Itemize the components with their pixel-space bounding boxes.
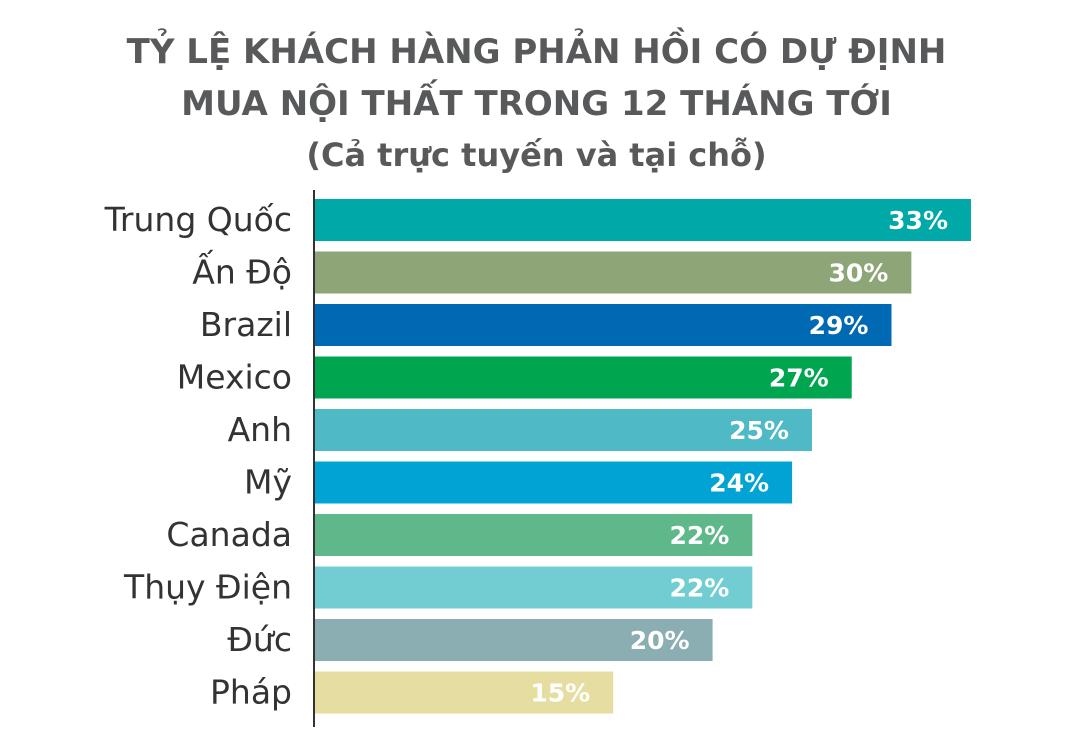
bar-0 [315, 199, 971, 241]
category-label-9: Pháp [210, 673, 292, 712]
bar-2 [315, 304, 892, 346]
value-label-3: 27% [769, 364, 829, 393]
value-label-0: 33% [888, 206, 948, 235]
category-label-5: Mỹ [244, 463, 292, 502]
category-label-7: Thụy Điện [123, 568, 292, 607]
category-label-2: Brazil [200, 305, 292, 344]
category-label-6: Canada [166, 515, 292, 554]
chart-title-line-2: MUA NỘI THẤT TRONG 12 THÁNG TỚI [181, 84, 892, 124]
value-label-8: 20% [630, 626, 690, 655]
bar-5 [315, 461, 793, 504]
value-label-4: 25% [729, 416, 789, 445]
bar-6 [315, 514, 753, 556]
bar-7 [315, 566, 753, 609]
value-label-1: 30% [829, 259, 889, 288]
value-label-7: 22% [669, 574, 729, 603]
bar-4 [315, 409, 812, 451]
bar-3 [315, 356, 852, 399]
value-label-9: 15% [530, 679, 590, 708]
value-label-5: 24% [709, 469, 769, 498]
bar-1 [315, 251, 912, 294]
chart-title-line-1: TỶ LỆ KHÁCH HÀNG PHẢN HỒI CÓ DỰ ĐỊNH [126, 32, 947, 72]
category-label-3: Mexico [177, 358, 292, 397]
category-label-0: Trung Quốc [104, 200, 292, 239]
category-label-4: Anh [228, 410, 292, 449]
bar-9 [315, 671, 614, 714]
chart-subtitle: (Cả trực tuyến và tại chỗ) [306, 136, 767, 174]
bar-8 [315, 619, 713, 661]
value-label-2: 29% [809, 311, 869, 340]
category-label-8: Đức [227, 620, 292, 659]
category-label-1: Ấn Độ [192, 249, 292, 292]
value-label-6: 22% [669, 521, 729, 550]
